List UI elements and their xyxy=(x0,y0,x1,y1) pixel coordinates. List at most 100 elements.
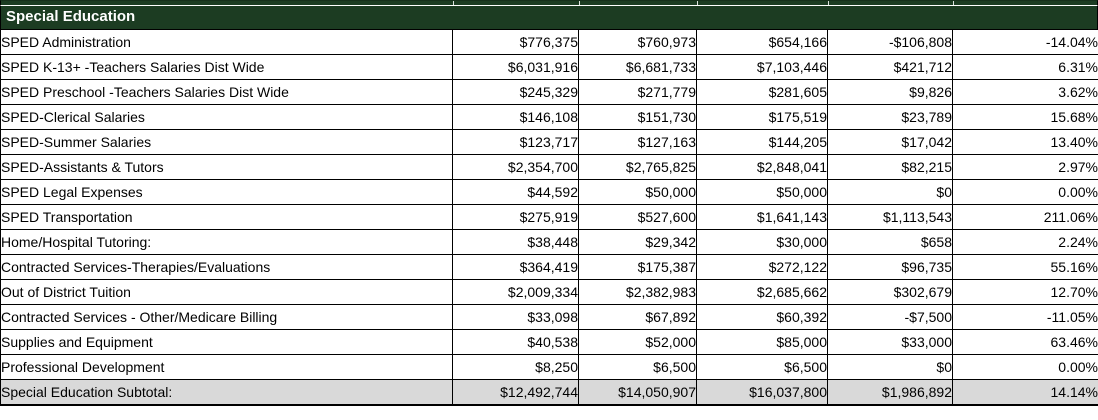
value-cell[interactable]: $2,354,700 xyxy=(452,154,579,180)
row-label-cell[interactable]: SPED-Clerical Salaries xyxy=(0,104,453,130)
value-cell[interactable]: $6,681,733 xyxy=(578,54,697,80)
subtotal-percent-cell[interactable]: 14.14% xyxy=(952,379,1098,405)
value-cell[interactable]: $2,848,041 xyxy=(696,154,828,180)
table-row: SPED-Assistants & Tutors $2,354,700 $2,7… xyxy=(0,154,1098,180)
percent-cell[interactable]: 2.24% xyxy=(952,229,1098,255)
percent-cell[interactable]: -14.04% xyxy=(952,29,1098,55)
value-cell[interactable]: $6,500 xyxy=(696,354,828,380)
percent-cell[interactable]: 2.97% xyxy=(952,154,1098,180)
subtotal-label-cell[interactable]: Special Education Subtotal: xyxy=(0,379,453,405)
value-cell[interactable]: $50,000 xyxy=(696,179,828,205)
value-cell[interactable]: $67,892 xyxy=(578,304,697,330)
value-cell[interactable]: $272,122 xyxy=(696,254,828,280)
value-cell[interactable]: $281,605 xyxy=(696,79,828,105)
row-label-cell[interactable]: Professional Development xyxy=(0,354,453,380)
value-cell[interactable]: $6,500 xyxy=(578,354,697,380)
change-cell[interactable]: $33,000 xyxy=(827,329,953,355)
change-cell[interactable]: $23,789 xyxy=(827,104,953,130)
percent-cell[interactable]: 15.68% xyxy=(952,104,1098,130)
value-cell[interactable]: $144,205 xyxy=(696,129,828,155)
row-label-cell[interactable]: SPED-Assistants & Tutors xyxy=(0,154,453,180)
value-cell[interactable]: $175,519 xyxy=(696,104,828,130)
value-cell[interactable]: $6,031,916 xyxy=(452,54,579,80)
value-cell[interactable]: $85,000 xyxy=(696,329,828,355)
change-cell[interactable]: $82,215 xyxy=(827,154,953,180)
column-divider xyxy=(453,1,454,5)
percent-cell[interactable]: 63.46% xyxy=(952,329,1098,355)
row-label-cell[interactable]: SPED Administration xyxy=(0,29,453,55)
value-cell[interactable]: $127,163 xyxy=(578,129,697,155)
value-cell[interactable]: $527,600 xyxy=(578,204,697,230)
row-label-cell[interactable]: Home/Hospital Tutoring: xyxy=(0,229,453,255)
row-label-cell[interactable]: Out of District Tuition xyxy=(0,279,453,305)
value-cell[interactable]: $654,166 xyxy=(696,29,828,55)
value-cell[interactable]: $7,103,446 xyxy=(696,54,828,80)
percent-cell[interactable]: 13.40% xyxy=(952,129,1098,155)
change-cell[interactable]: $1,113,543 xyxy=(827,204,953,230)
percent-cell[interactable]: 211.06% xyxy=(952,204,1098,230)
value-cell[interactable]: $776,375 xyxy=(452,29,579,55)
row-label-cell[interactable]: Supplies and Equipment xyxy=(0,329,453,355)
row-label-cell[interactable]: Contracted Services - Other/Medicare Bil… xyxy=(0,304,453,330)
row-label-cell[interactable]: SPED Legal Expenses xyxy=(0,179,453,205)
value-cell[interactable]: $275,919 xyxy=(452,204,579,230)
value-cell[interactable]: $123,717 xyxy=(452,129,579,155)
table-row: SPED Transportation $275,919 $527,600 $1… xyxy=(0,204,1098,230)
percent-cell[interactable]: 0.00% xyxy=(952,179,1098,205)
subtotal-change-cell[interactable]: $1,986,892 xyxy=(827,379,953,405)
value-cell[interactable]: $44,592 xyxy=(452,179,579,205)
row-label-cell[interactable]: SPED Transportation xyxy=(0,204,453,230)
value-cell[interactable]: $2,382,983 xyxy=(578,279,697,305)
value-cell[interactable]: $364,419 xyxy=(452,254,579,280)
value-cell[interactable]: $146,108 xyxy=(452,104,579,130)
change-cell[interactable]: -$106,808 xyxy=(827,29,953,55)
change-cell[interactable]: $0 xyxy=(827,354,953,380)
value-cell[interactable]: $271,779 xyxy=(578,79,697,105)
row-label-cell[interactable]: SPED-Summer Salaries xyxy=(0,129,453,155)
row-label-cell[interactable]: SPED K-13+ -Teachers Salaries Dist Wide xyxy=(0,54,453,80)
value-cell[interactable]: $50,000 xyxy=(578,179,697,205)
value-cell[interactable]: $38,448 xyxy=(452,229,579,255)
row-label-cell[interactable]: Contracted Services-Therapies/Evaluation… xyxy=(0,254,453,280)
change-cell[interactable]: $302,679 xyxy=(827,279,953,305)
percent-cell[interactable]: 55.16% xyxy=(952,254,1098,280)
percent-cell[interactable]: 12.70% xyxy=(952,279,1098,305)
subtotal-value-cell[interactable]: $14,050,907 xyxy=(578,379,697,405)
value-cell[interactable]: $245,329 xyxy=(452,79,579,105)
subtotal-value-cell[interactable]: $12,492,744 xyxy=(452,379,579,405)
value-cell[interactable]: $60,392 xyxy=(696,304,828,330)
value-cell[interactable]: $2,009,334 xyxy=(452,279,579,305)
percent-cell[interactable]: -11.05% xyxy=(952,304,1098,330)
value-cell[interactable]: $33,098 xyxy=(452,304,579,330)
percent-cell[interactable]: 3.62% xyxy=(952,79,1098,105)
subtotal-value-cell[interactable]: $16,037,800 xyxy=(696,379,828,405)
value-cell[interactable]: $30,000 xyxy=(696,229,828,255)
change-cell[interactable]: $17,042 xyxy=(827,129,953,155)
value-cell[interactable]: $8,250 xyxy=(452,354,579,380)
change-cell[interactable]: $0 xyxy=(827,179,953,205)
table-row: SPED Administration $776,375 $760,973 $6… xyxy=(0,29,1098,55)
change-cell[interactable]: -$7,500 xyxy=(827,304,953,330)
change-cell[interactable]: $9,826 xyxy=(827,79,953,105)
value-cell[interactable]: $40,538 xyxy=(452,329,579,355)
value-cell[interactable]: $29,342 xyxy=(578,229,697,255)
change-cell[interactable]: $96,735 xyxy=(827,254,953,280)
value-cell[interactable]: $2,765,825 xyxy=(578,154,697,180)
subtotal-row: Special Education Subtotal: $12,492,744 … xyxy=(0,379,1098,405)
value-cell[interactable]: $760,973 xyxy=(578,29,697,55)
value-cell[interactable]: $175,387 xyxy=(578,254,697,280)
value-cell[interactable]: $2,685,662 xyxy=(696,279,828,305)
row-label-cell[interactable]: SPED Preschool -Teachers Salaries Dist W… xyxy=(0,79,453,105)
value-cell[interactable]: $1,641,143 xyxy=(696,204,828,230)
change-cell[interactable]: $421,712 xyxy=(827,54,953,80)
table-row: Contracted Services - Other/Medicare Bil… xyxy=(0,304,1098,330)
change-cell[interactable]: $658 xyxy=(827,229,953,255)
value-cell[interactable]: $52,000 xyxy=(578,329,697,355)
section-header-special-education[interactable]: Special Education xyxy=(0,6,1098,29)
table-row: Home/Hospital Tutoring: $38,448 $29,342 … xyxy=(0,229,1098,255)
column-divider xyxy=(828,1,829,5)
percent-cell[interactable]: 6.31% xyxy=(952,54,1098,80)
value-cell[interactable]: $151,730 xyxy=(578,104,697,130)
percent-cell[interactable]: 0.00% xyxy=(952,354,1098,380)
